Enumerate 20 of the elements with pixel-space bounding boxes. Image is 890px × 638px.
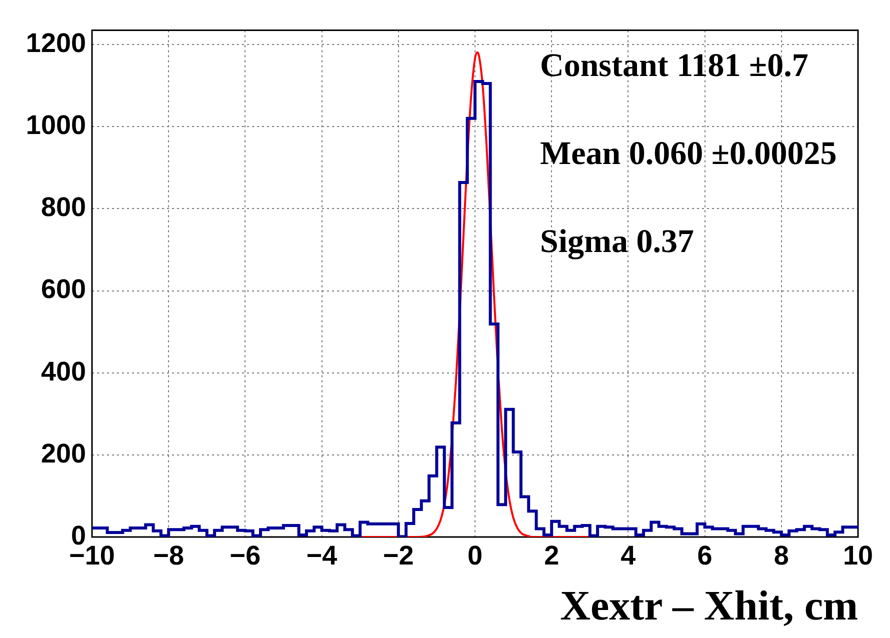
x-tick-label: 4 [620,540,636,571]
annotation: Mean 0.060 ±0.00025 [540,136,837,173]
y-tick-label: 1000 [26,110,86,140]
y-tick-label: 1200 [26,28,86,58]
y-tick-label: 200 [40,438,86,468]
x-tick-label: −2 [383,540,414,571]
y-tick-label: 600 [40,274,86,304]
y-tick-label: 400 [40,356,86,386]
x-axis-title: Xextr – Xhit, cm [560,584,858,630]
annotation: Sigma 0.37 [540,224,694,261]
x-tick-label: −8 [153,540,184,571]
annotation: Constant 1181 ±0.7 [540,48,808,85]
y-tick-label: 800 [40,192,86,222]
x-tick-label: 6 [697,540,712,571]
x-tick-label: −6 [230,540,261,571]
x-tick-label: 10 [842,540,874,571]
x-tick-label: 0 [467,540,483,571]
x-tick-label: 8 [774,540,789,571]
x-tick-label: 2 [544,540,560,571]
x-tick-label: −4 [306,540,338,571]
